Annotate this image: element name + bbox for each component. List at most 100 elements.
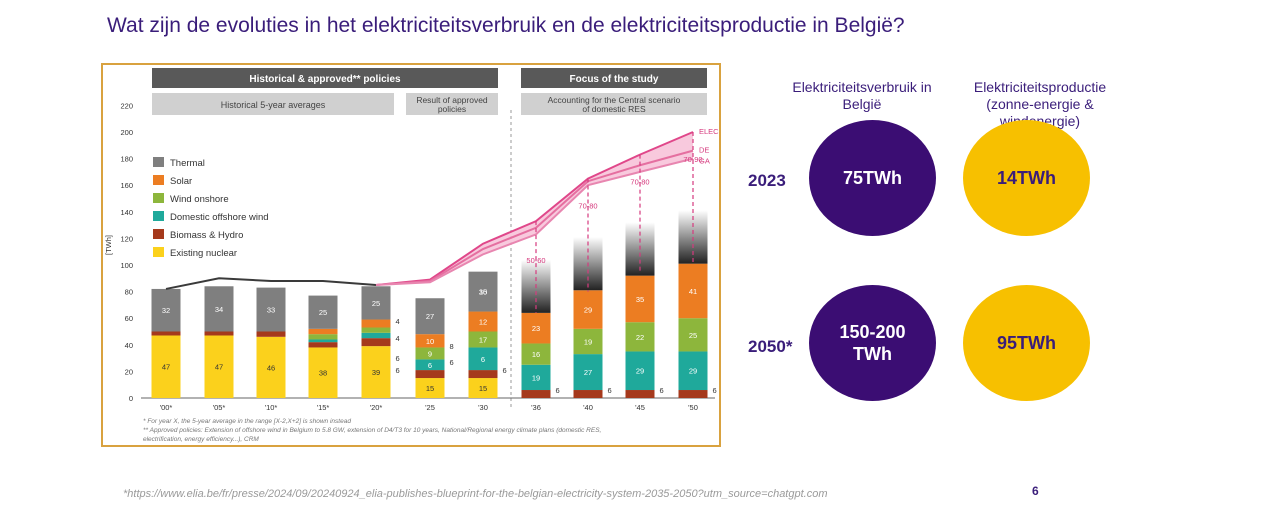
side-data-label: 6 [660, 386, 664, 395]
bar-data-label: 29 [689, 367, 697, 376]
footnote-2-line2: electrification, energy efficiency...), … [143, 436, 259, 443]
y-tick-label: 140 [120, 208, 133, 217]
header-historical: Historical & approved** policies [249, 74, 401, 85]
side-data-label: 4 [396, 334, 400, 343]
footnote-2-line1: ** Approved policies: Extension of offsh… [143, 427, 602, 434]
bar-segment [468, 271, 498, 312]
legend-swatch [153, 193, 164, 203]
x-tick-label: '40 [583, 403, 593, 412]
header-approved-line2: policies [438, 104, 466, 114]
bar-segment [415, 378, 445, 398]
bar-segment [678, 318, 708, 352]
legend-swatch [153, 157, 164, 167]
slide-title: Wat zijn de evoluties in het elektricite… [107, 14, 905, 37]
bar-data-label: 15 [479, 288, 487, 297]
bar-segment [521, 343, 551, 365]
gap-label: 70-80 [630, 178, 649, 187]
gap-label: 70-90 [683, 155, 702, 164]
bar-segment [361, 346, 391, 398]
bar-data-label: 47 [215, 363, 223, 372]
bar-data-label: 27 [584, 368, 592, 377]
bar-segment [415, 347, 445, 360]
bar-segment [678, 351, 708, 391]
legend-label: Solar [170, 176, 192, 187]
bar-data-label: 27 [426, 312, 434, 321]
header-focus-line2: of domestic RES [582, 104, 646, 114]
bar-segment [361, 286, 391, 320]
bar-data-label: 38 [319, 369, 327, 378]
bar-segment [256, 336, 286, 398]
stacked-bar-chart: Historical & approved** policies Historic… [104, 68, 719, 443]
bar-segment [361, 319, 391, 328]
legend-label: Biomass & Hydro [170, 230, 243, 241]
y-tick-label: 100 [120, 261, 133, 270]
bar-segment [308, 342, 338, 348]
consumption-2050-circle: 150-200 TWh [809, 285, 936, 401]
row-label-2023: 2023 [748, 171, 786, 190]
legend-label: Domestic offshore wind [170, 212, 269, 223]
bar-segment [468, 311, 498, 332]
y-tick-label: 120 [120, 234, 133, 243]
x-tick-label: '20* [370, 403, 383, 412]
bar-data-label: 6 [481, 355, 485, 364]
bar-segment [625, 390, 655, 398]
line-label-elec: ELEC [699, 127, 719, 136]
side-data-label: 6 [608, 386, 612, 395]
side-data-label: 6 [396, 354, 400, 363]
y-axis-label: [TWh] [104, 235, 113, 255]
side-data-label: 6 [450, 358, 454, 367]
source-link[interactable]: *https://www.elia.be/fr/presse/2024/09/2… [123, 488, 828, 500]
legend-label: Thermal [170, 158, 205, 169]
bar-segment [151, 331, 181, 336]
legend-swatch [153, 211, 164, 221]
x-tick-label: '30 [478, 403, 488, 412]
page-number: 6 [1032, 484, 1039, 498]
gap-label: 50-60 [526, 256, 545, 265]
bar-data-label: 19 [532, 373, 540, 382]
bar-data-label: 22 [636, 333, 644, 342]
header-focus-sub-box [521, 93, 707, 115]
line-label-de: DE [699, 146, 709, 155]
bar-data-label: 15 [426, 384, 434, 393]
y-tick-label: 160 [120, 181, 133, 190]
bar-data-label: 12 [479, 318, 487, 327]
bar-segment [468, 331, 498, 348]
x-tick-label: '10* [265, 403, 278, 412]
y-tick-label: 60 [125, 314, 133, 323]
bar-segment [678, 263, 708, 319]
bar-segment [256, 331, 286, 337]
bar-segment [415, 298, 445, 335]
header-focus-line1: Accounting for the Central scenario [548, 95, 681, 105]
bar-data-label: 29 [584, 306, 592, 315]
x-tick-label: '36 [531, 403, 541, 412]
bar-data-label: 25 [372, 299, 380, 308]
bar-segment [151, 335, 181, 398]
bar-segment [204, 331, 234, 336]
bar-data-label: 23 [532, 324, 540, 333]
bar-segment [625, 275, 655, 323]
bar-segment [415, 359, 445, 371]
legend-swatch [153, 247, 164, 257]
bar-segment [204, 335, 234, 398]
bar-data-label: 6 [428, 361, 432, 370]
bar-segment [468, 378, 498, 398]
line-label-ga: GA [699, 156, 710, 165]
bar-data-label: 9 [428, 349, 432, 358]
footnote-1: * For year X, the 5-year average in the … [143, 418, 351, 425]
header-approved-line1: Result of approved [416, 95, 488, 105]
y-tick-label: 200 [120, 128, 133, 137]
y-tick-label: 40 [125, 341, 133, 350]
production-2050-circle: 95TWh [963, 285, 1090, 401]
header-historical-sub-box [152, 93, 394, 115]
side-data-label: 6 [556, 386, 560, 395]
bar-data-label: 17 [479, 335, 487, 344]
bar-segment [308, 339, 338, 343]
bar-segment [361, 327, 391, 333]
bar-segment [573, 354, 603, 391]
bar-segment [573, 328, 603, 355]
bar-segment [573, 390, 603, 398]
x-tick-label: '25 [425, 403, 435, 412]
legend-swatch [153, 175, 164, 185]
y-tick-label: 0 [129, 394, 133, 403]
legend-label: Existing nuclear [170, 248, 237, 259]
